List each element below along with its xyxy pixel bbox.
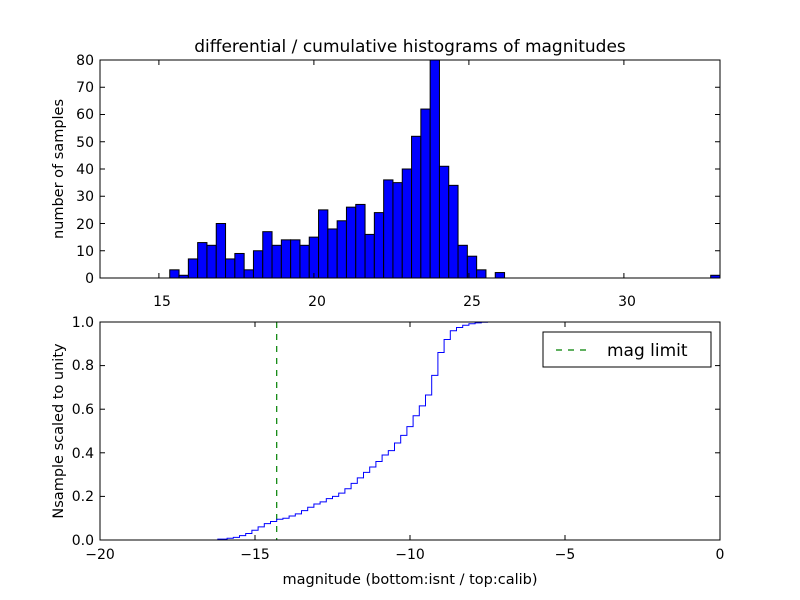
top-y-tick-label: 70 (76, 80, 94, 96)
bottom-x-tick-label: −15 (240, 547, 270, 563)
bottom-y-tick-label: 0.2 (72, 489, 94, 505)
histogram-bar (429, 59, 440, 279)
bottom-y-tick-label: 0.8 (72, 358, 94, 374)
top-y-tick-label: 40 (76, 162, 94, 178)
histogram-bar (206, 244, 217, 279)
top-y-tick-label: 20 (76, 217, 94, 233)
histogram-bar (373, 212, 385, 279)
histogram-bar (448, 184, 459, 279)
top-chart-title: differential / cumulative histograms of … (194, 37, 626, 57)
top-histogram-panel: differential / cumulative histograms of … (51, 37, 721, 310)
histogram-bar (457, 244, 468, 279)
top-x-tick-label: 20 (308, 294, 326, 310)
histogram-bar (318, 209, 329, 279)
histogram-bar (476, 269, 487, 279)
histogram-bar (262, 231, 273, 279)
bottom-x-tick-label: −20 (85, 547, 115, 563)
top-x-tick-label: 15 (153, 294, 171, 310)
histogram-bar (271, 244, 282, 279)
histogram-bar (197, 242, 208, 279)
histogram-bar (420, 108, 431, 279)
bottom-y-tick-labels: 0.0 0.2 0.4 0.6 0.8 1.0 (72, 315, 94, 549)
top-y-tick-label: 50 (76, 135, 94, 151)
bottom-y-axis-label: Nsample scaled to unity (51, 343, 67, 519)
histogram-bar (438, 165, 450, 279)
histogram-bar (290, 239, 301, 279)
top-x-tick-label: 25 (463, 294, 481, 310)
bottom-x-axis-label: magnitude (bottom:isnt / top:calib) (282, 572, 537, 588)
histogram-bar (234, 252, 245, 279)
bottom-cumulative-panel: mag limit −20 −15 −10 −5 0 0.0 0.2 0.4 0… (51, 315, 724, 588)
histogram-bar (355, 203, 366, 279)
bottom-x-tick-label: −10 (395, 547, 425, 563)
histogram-bar (411, 135, 422, 279)
cumulative-step-line (100, 321, 720, 541)
top-plot-frame (99, 59, 721, 279)
histogram-bar (308, 236, 320, 279)
bottom-y-tick-label: 1.0 (72, 315, 94, 331)
bottom-y-tick-label: 0.0 (72, 533, 94, 549)
top-x-tick-labels: 15 20 25 30 (153, 294, 636, 310)
legend-label: mag limit (607, 341, 688, 361)
bottom-y-tick-label: 0.6 (72, 402, 94, 418)
histogram-bar (187, 258, 199, 279)
legend: mag limit (542, 331, 712, 368)
histogram-bar (169, 269, 180, 279)
histogram-bar (252, 250, 264, 279)
histogram-bar (225, 258, 236, 279)
top-y-tick-label: 80 (76, 53, 94, 69)
bottom-x-tick-label: −5 (555, 547, 576, 563)
histogram-bar (392, 182, 403, 279)
top-y-tick-label: 30 (76, 189, 94, 205)
histogram-bar (401, 168, 413, 279)
top-bars (169, 59, 721, 279)
histogram-bar (243, 269, 254, 279)
top-y-tick-label: 60 (76, 107, 94, 123)
bottom-plot-frame (99, 321, 721, 541)
histogram-bar (327, 228, 338, 279)
histogram-bar (299, 244, 310, 279)
histogram-bar (383, 179, 394, 279)
bottom-y-tick-label: 0.4 (72, 446, 94, 462)
histogram-bar (280, 239, 292, 279)
histogram-bar (345, 206, 357, 279)
top-x-tick-label: 30 (618, 294, 636, 310)
histogram-bar (336, 220, 347, 279)
histogram-bar (215, 223, 227, 279)
top-y-axis-label: number of samples (51, 99, 67, 239)
top-y-tick-label: 10 (76, 244, 94, 260)
top-y-tick-labels: 0 10 20 30 40 50 60 70 80 (76, 53, 94, 287)
bottom-tick-marks (99, 321, 721, 541)
top-y-tick-label: 0 (85, 271, 94, 287)
legend-box (542, 331, 712, 368)
bottom-x-tick-label: 0 (716, 547, 725, 563)
histogram-bar (494, 272, 506, 279)
histogram-bar (364, 233, 375, 279)
bottom-x-tick-labels: −20 −15 −10 −5 0 (85, 547, 724, 563)
